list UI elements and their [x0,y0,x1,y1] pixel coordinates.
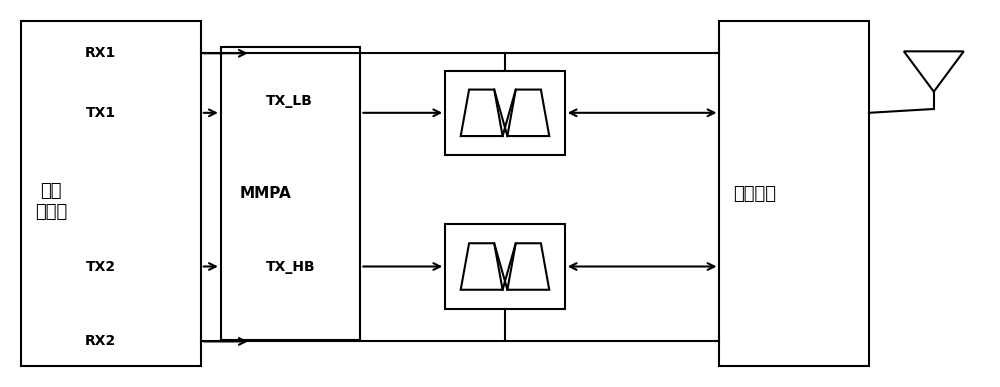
FancyBboxPatch shape [445,70,565,155]
Text: MMPA: MMPA [240,186,292,201]
Text: 无线
收发器: 无线 收发器 [35,182,67,221]
Text: TX1: TX1 [86,106,116,120]
Text: RX2: RX2 [85,334,116,348]
Text: TX_HB: TX_HB [266,260,315,274]
Text: RX1: RX1 [85,46,116,60]
FancyBboxPatch shape [445,224,565,309]
FancyBboxPatch shape [221,48,360,339]
FancyBboxPatch shape [719,21,869,366]
Text: TX2: TX2 [86,260,116,274]
Text: TX_LB: TX_LB [266,94,313,108]
Text: 无线开关: 无线开关 [733,185,776,202]
FancyBboxPatch shape [21,21,201,366]
